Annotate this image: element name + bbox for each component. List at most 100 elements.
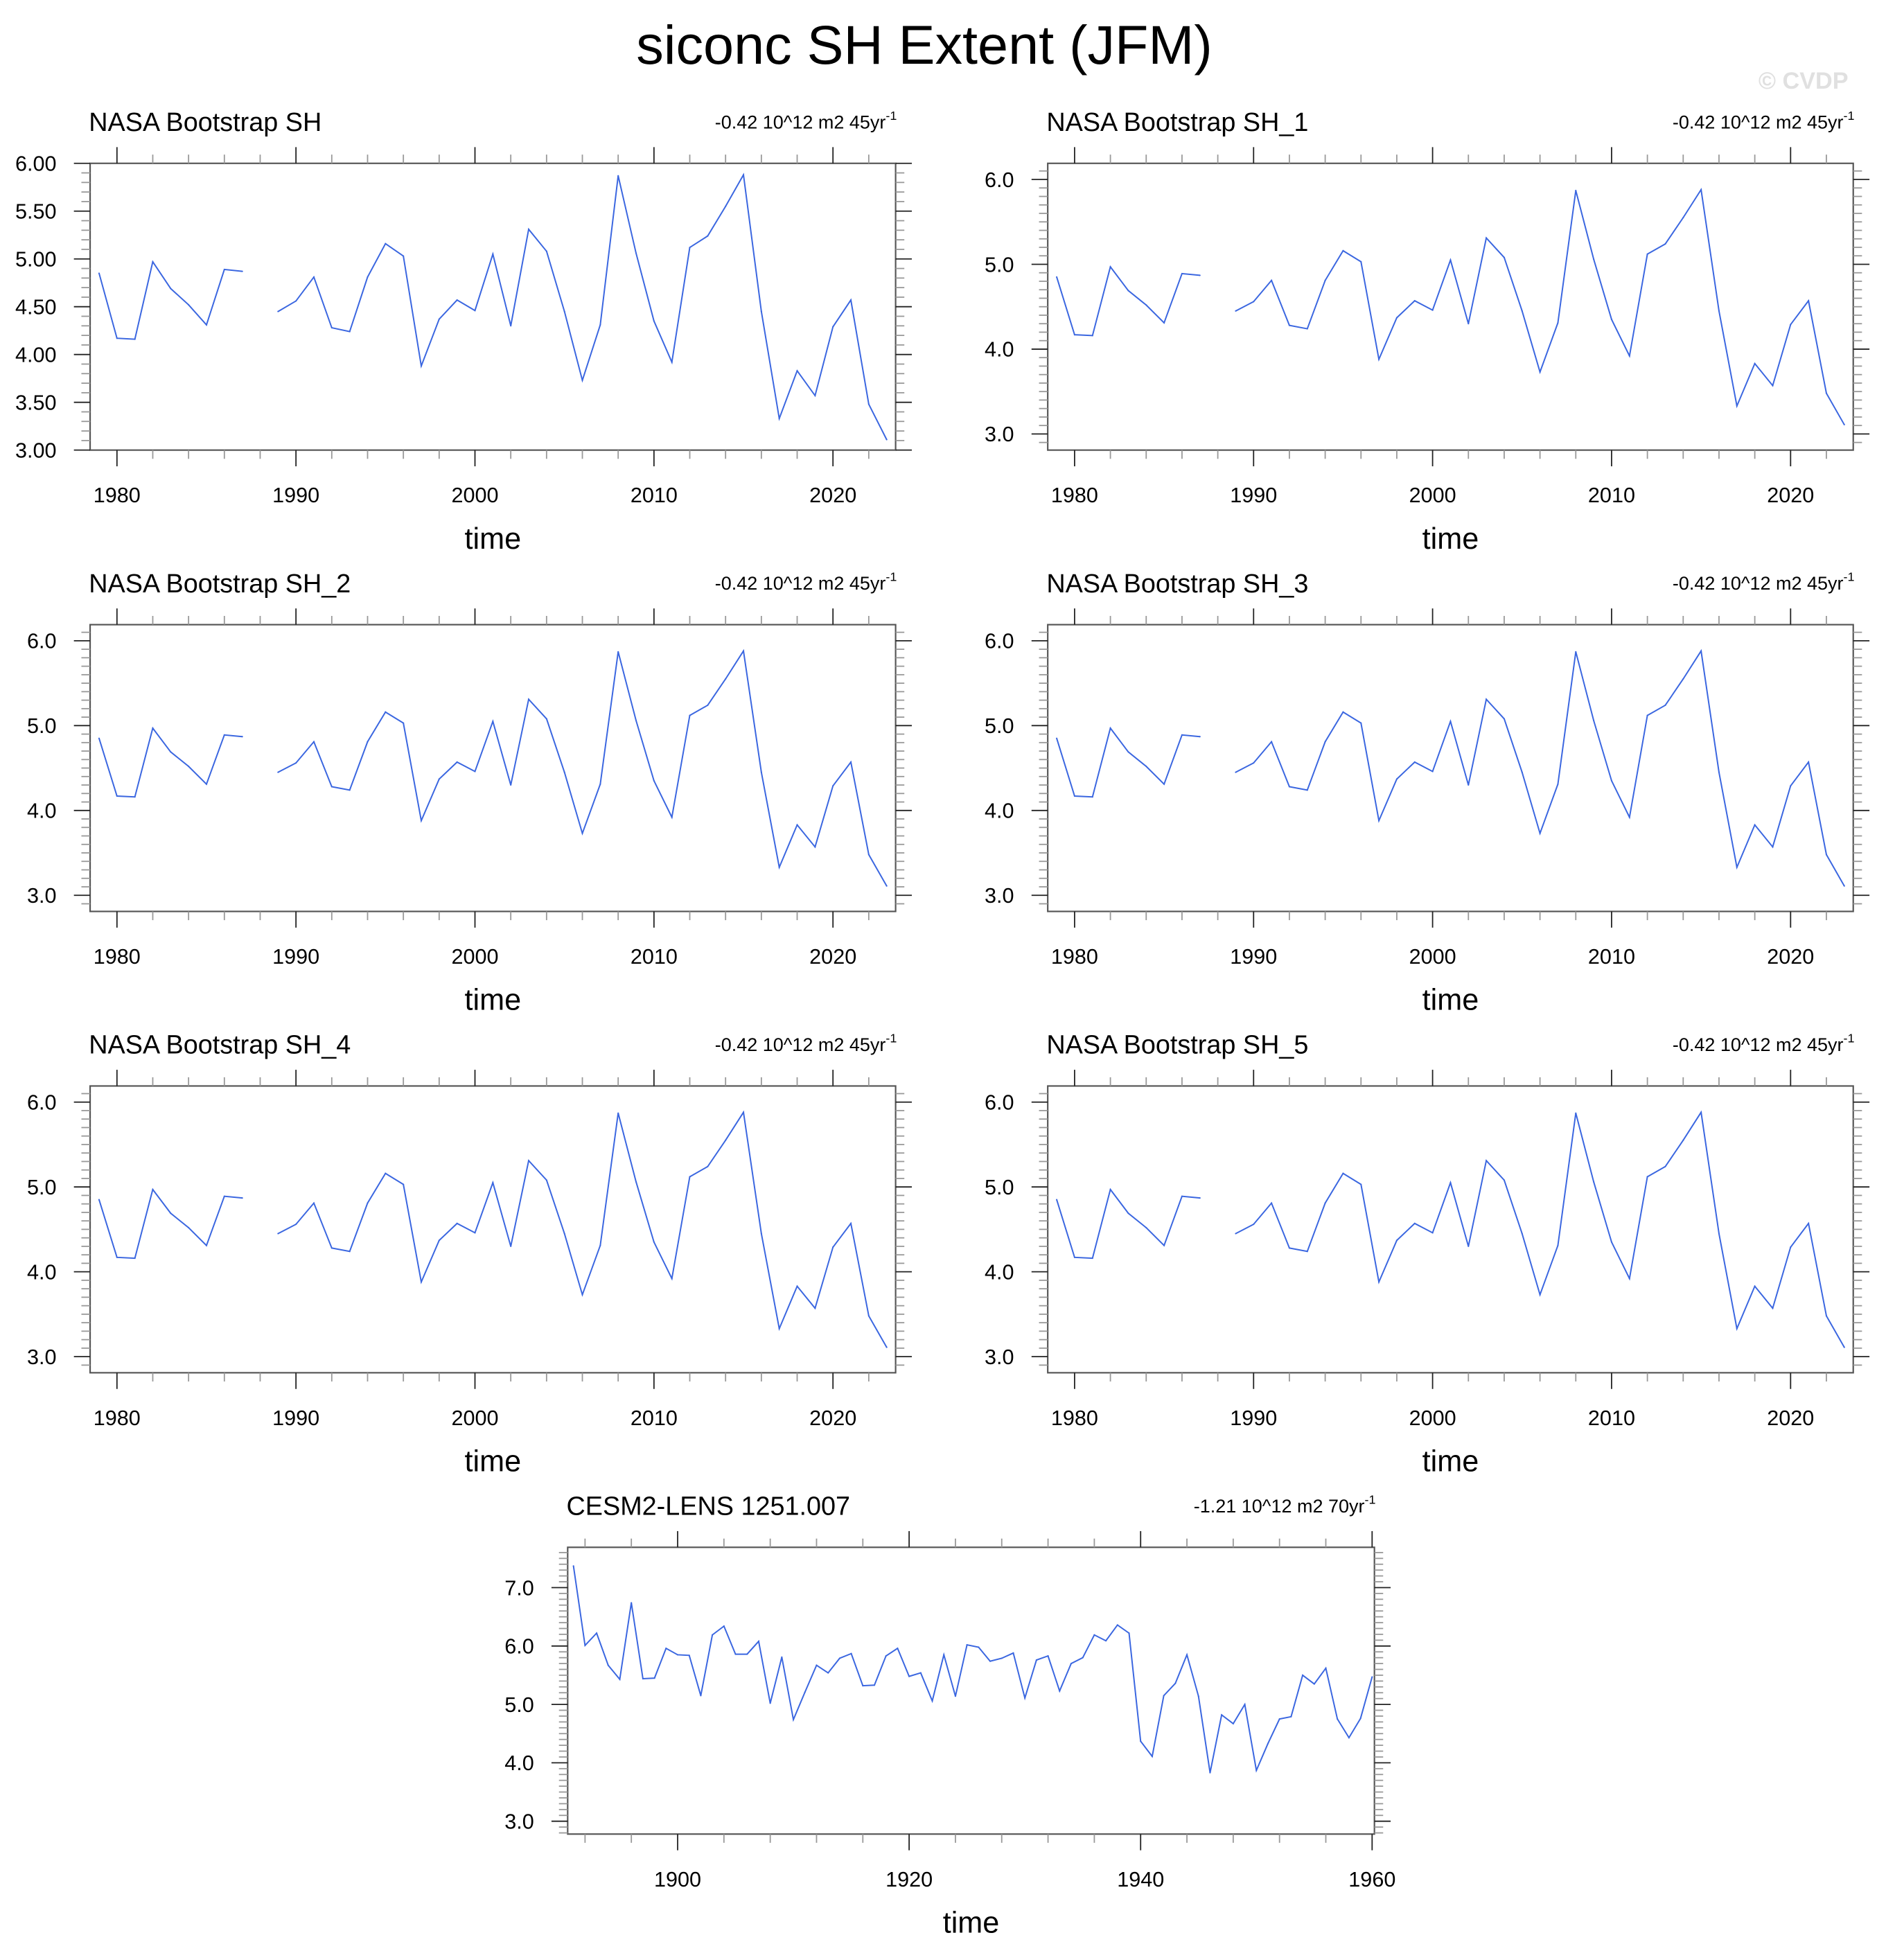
data-point [757,1640,760,1643]
data-point [792,1718,795,1721]
data-point [1610,1241,1613,1243]
data-point [152,727,154,730]
data-point [1700,188,1702,191]
data-point [1360,261,1362,263]
data-point [1486,237,1488,239]
data-point [98,737,100,739]
x-axis-label: time [943,1906,1000,1939]
data-point [295,1223,297,1226]
trend-exponent: -1 [885,570,897,584]
x-tick-label: 2020 [809,945,856,969]
data-point [978,1646,980,1648]
data-point [1091,335,1093,337]
data-point [1288,324,1291,326]
chart-panel: CESM2-LENS 1251.007 -1.21 10^12 m2 70yr-1… [504,1492,1395,1940]
data-point [331,326,333,329]
data-point [1199,274,1201,276]
x-tick-label: 2010 [1588,1406,1635,1430]
data-point [1059,1690,1061,1692]
data-point [635,1181,637,1183]
data-point [1348,1737,1350,1739]
y-tick-label: 3.0 [985,884,1014,908]
data-point [438,318,440,320]
data-point [331,1247,333,1249]
plot-frame [1047,1085,1854,1374]
data-point [908,1675,910,1677]
data-point [1628,355,1630,357]
data-point [456,761,458,763]
y-tick-label: 5.00 [15,248,57,272]
data-point [1337,1718,1339,1720]
data-point [1557,321,1559,324]
data-point [966,1644,968,1646]
data-point [760,310,762,312]
data-point [849,299,852,301]
data-point [474,770,476,772]
series-line [277,173,888,440]
x-tick-label: 1980 [1051,945,1098,969]
data-point [1486,698,1488,700]
data-point [1271,1202,1273,1204]
data-point [223,268,225,270]
data-point [1772,385,1774,387]
data-point [1360,1183,1362,1185]
x-tick-label: 2020 [1767,484,1814,507]
data-point [1575,1112,1577,1114]
data-point [897,1648,899,1650]
data-point [1056,1199,1058,1201]
x-tick-label: 1990 [1230,484,1277,507]
data-point [1449,721,1452,723]
x-tick-label: 2000 [451,945,498,969]
data-point [1186,1654,1188,1656]
x-tick-label: 2020 [1767,1406,1814,1430]
data-point [134,1257,136,1260]
data-point [545,250,547,252]
data-point [367,276,369,279]
data-point [241,1197,243,1199]
data-point [707,1165,709,1167]
data-point [653,1241,655,1243]
y-tick-label: 3.0 [27,1345,57,1369]
x-tick-label: 1980 [94,1406,141,1430]
x-tick-label: 1990 [1230,945,1277,969]
data-point [1610,318,1613,321]
data-point [277,1233,279,1235]
data-point [277,771,279,773]
watermark: © CVDP [1759,68,1849,94]
x-tick-label: 1960 [1348,1868,1395,1891]
data-point [862,1685,864,1687]
data-point [742,1111,745,1113]
series-line [1056,1188,1200,1260]
data-point [205,783,208,785]
y-tick-label: 4.0 [985,338,1014,362]
data-point [1431,1232,1434,1234]
data-point [1825,1315,1828,1317]
data-point [832,1246,834,1248]
data-point [781,1656,783,1658]
data-point [1700,650,1702,652]
trend-label: -0.42 10^12 m2 45yr-1 [1673,1031,1855,1055]
panel-title: CESM2-LENS 1251.007 [567,1492,851,1521]
data-point [725,1139,727,1141]
data-point [1181,734,1183,736]
data-point [1503,256,1506,258]
data-point [312,276,315,279]
data-point [1360,722,1362,724]
y-tick-label: 4.0 [985,800,1014,823]
y-tick-label: 6.0 [27,1091,57,1115]
data-point [642,1677,644,1680]
data-point [723,1625,725,1627]
trend-value: -0.42 10^12 m2 45yr [715,573,886,594]
data-point [1253,1223,1255,1226]
x-tick-label: 2000 [1409,945,1456,969]
data-point [188,303,190,306]
data-point [671,361,673,363]
panels: NASA Bootstrap SH -0.42 10^12 m2 45yr-119… [15,108,1870,1940]
trend-label: -0.42 10^12 m2 45yr-1 [715,570,897,594]
y-tick-label: 5.0 [985,714,1014,738]
panel-title: NASA Bootstrap SH_1 [1046,108,1308,137]
x-tick-label: 2010 [631,484,678,507]
data-point [1371,1676,1373,1678]
data-point [867,1315,870,1317]
